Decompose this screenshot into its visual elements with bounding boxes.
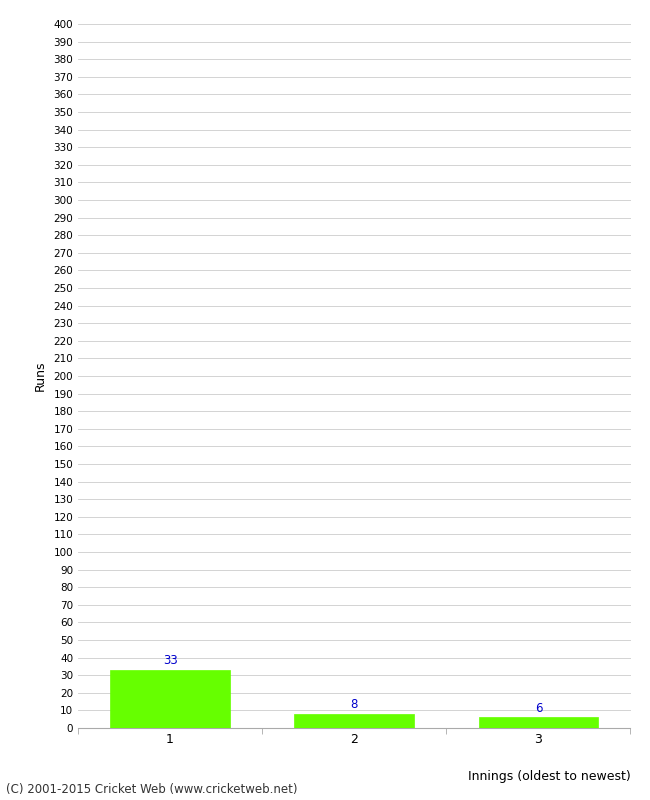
Y-axis label: Runs: Runs (33, 361, 46, 391)
Text: 6: 6 (535, 702, 542, 715)
Text: Innings (oldest to newest): Innings (oldest to newest) (468, 770, 630, 783)
Bar (294, 714, 414, 728)
Text: 8: 8 (350, 698, 358, 711)
Text: (C) 2001-2015 Cricket Web (www.cricketweb.net): (C) 2001-2015 Cricket Web (www.cricketwe… (6, 783, 298, 796)
Bar (111, 670, 230, 728)
Bar (478, 718, 598, 728)
Text: 33: 33 (162, 654, 177, 667)
